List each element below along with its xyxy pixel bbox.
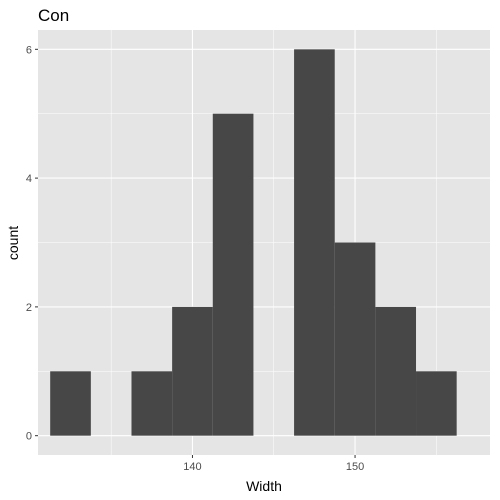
y-tick-label: 6 bbox=[26, 44, 32, 56]
histogram-bar-9 bbox=[375, 306, 417, 436]
x-tick-label: 140 bbox=[183, 461, 201, 473]
histogram-bar-1 bbox=[50, 371, 91, 436]
y-tick-label: 0 bbox=[26, 431, 32, 443]
histogram-bar-10 bbox=[416, 371, 457, 436]
histogram-bar-3 bbox=[131, 371, 173, 436]
histogram-bar-5 bbox=[212, 113, 254, 436]
y-axis: 0 2 4 6 bbox=[26, 44, 38, 443]
histogram-bar-8 bbox=[334, 242, 376, 436]
x-tick-label: 150 bbox=[346, 461, 364, 473]
x-axis-title: Width bbox=[246, 478, 282, 494]
bars bbox=[50, 49, 457, 436]
histogram-bar-7 bbox=[294, 49, 335, 436]
histogram-bar-4 bbox=[172, 306, 213, 436]
x-axis: 140 150 bbox=[183, 455, 364, 473]
y-axis-title: count bbox=[5, 226, 21, 260]
minor-gridlines bbox=[38, 30, 490, 455]
y-tick-label: 4 bbox=[26, 173, 32, 185]
chart-title: Con bbox=[38, 6, 69, 25]
y-tick-label: 2 bbox=[26, 302, 32, 314]
